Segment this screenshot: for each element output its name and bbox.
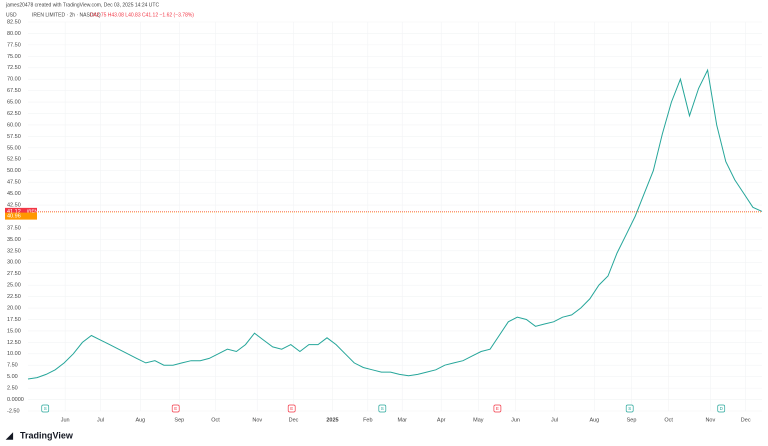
y-tick-label: 15.00 (7, 328, 21, 334)
y-tick-label: 72.50 (7, 65, 21, 71)
price-line (27, 68, 763, 380)
last-price-tag (5, 207, 37, 215)
x-tick-label: Jul (97, 417, 104, 423)
ticker-label: IREN (27, 209, 38, 214)
event-marker (287, 404, 296, 413)
chart-title: IREN LIMITED · 2h · NASDAQ (32, 12, 101, 18)
x-tick-label: Oct (664, 417, 673, 423)
x-tick-label: Mar (398, 417, 408, 423)
x-tick-label: Jul (551, 417, 558, 423)
y-tick-label: 55.00 (7, 145, 21, 151)
brand: TradingView (20, 430, 74, 440)
y-tick-label: 25.00 (7, 283, 21, 289)
brand-logo: ◢ (5, 430, 14, 440)
event-marker (378, 404, 387, 413)
last-price-label: 41.12 (7, 209, 21, 215)
event-label: S (44, 406, 47, 411)
y-tick-label: 67.50 (7, 88, 21, 94)
extra-price-tag (5, 212, 37, 220)
event-label: E (290, 406, 293, 411)
event-label: S (628, 406, 631, 411)
y-tick-label: 22.50 (7, 294, 21, 300)
x-tick-label: Nov (252, 417, 262, 423)
y-tick-label: 17.50 (7, 317, 21, 323)
y-tick-label: 45.00 (7, 191, 21, 197)
x-tick-label: 2025 (326, 417, 338, 423)
event-marker (717, 404, 726, 413)
y-tick-label: 57.50 (7, 134, 21, 140)
y-tick-label: 47.50 (7, 180, 21, 186)
chart-subtitle: james20478 created with TradingView.com,… (5, 2, 159, 8)
ohlc: O42.75 H43.08 L40.83 C41.12 −1.62 (−3.78… (90, 12, 194, 18)
y-tick-label: 30.00 (7, 260, 21, 266)
x-tick-label: Oct (211, 417, 220, 423)
x-tick-label: Nov (705, 417, 715, 423)
currency: USD (6, 12, 17, 18)
y-tick-label: 75.00 (7, 54, 21, 60)
y-tick-label: 50.00 (7, 168, 21, 174)
x-tick-label: Sep (174, 417, 184, 423)
event-label: D (720, 406, 724, 411)
y-tick-label: 10.00 (7, 351, 21, 357)
y-tick-label: 2.50 (7, 386, 18, 392)
x-tick-label: Aug (589, 417, 599, 423)
y-tick-label: 27.50 (7, 271, 21, 277)
x-tick-label: Jun (511, 417, 520, 423)
event-label: S (381, 406, 384, 411)
event-marker (625, 404, 634, 413)
event-marker (41, 404, 50, 413)
y-tick-label: 35.00 (7, 237, 21, 243)
event-label: E (174, 406, 177, 411)
y-tick-label: 32.50 (7, 248, 21, 254)
x-tick-label: Jun (61, 417, 70, 423)
y-tick-label: 80.00 (7, 31, 21, 37)
event-label: E (496, 406, 499, 411)
y-tick-label: 42.50 (7, 203, 21, 209)
y-tick-label: 62.50 (7, 111, 21, 117)
x-tick-label: May (473, 417, 484, 423)
x-tick-label: Feb (363, 417, 372, 423)
y-tick-label: 5.00 (7, 374, 18, 380)
y-tick-label: 60.00 (7, 122, 21, 128)
y-tick-label: 0.0000 (7, 397, 24, 403)
x-tick-label: Apr (437, 417, 446, 423)
y-tick-label: 65.00 (7, 100, 21, 106)
y-tick-label: 20.00 (7, 305, 21, 311)
extra-price-label: 40.96 (7, 214, 21, 220)
x-tick-label: Dec (741, 417, 751, 423)
event-marker (171, 404, 180, 413)
y-tick-label: -2.50 (7, 408, 20, 414)
x-tick-label: Dec (289, 417, 299, 423)
y-tick-label: 82.50 (7, 19, 21, 25)
y-tick-label: 77.50 (7, 42, 21, 48)
x-tick-label: Sep (627, 417, 637, 423)
event-marker (493, 404, 502, 413)
y-tick-label: 12.50 (7, 340, 21, 346)
x-tick-label: Aug (135, 417, 145, 423)
y-tick-label: 37.50 (7, 225, 21, 231)
y-tick-label: 70.00 (7, 77, 21, 83)
y-tick-label: 52.50 (7, 157, 21, 163)
y-tick-label: 7.50 (7, 363, 18, 369)
